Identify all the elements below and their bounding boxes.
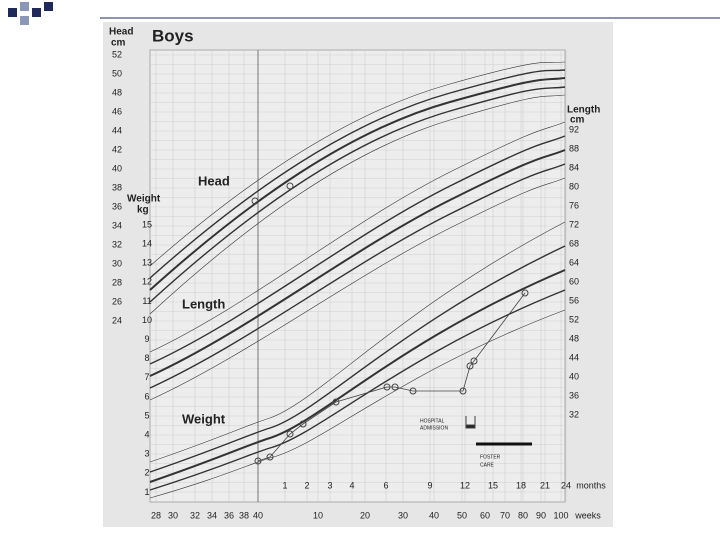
y-tick-label: 44: [112, 125, 122, 135]
y-tick-label: 8: [144, 353, 149, 363]
y-tick-label: 64: [569, 257, 579, 267]
annotation: FOSTER: [480, 454, 501, 460]
y-tick-label: 72: [569, 219, 579, 229]
x-tick-label: 12: [460, 480, 470, 490]
x-tick-label: 24: [561, 480, 571, 490]
y-tick-label: 4: [144, 429, 149, 439]
y-tick-label: 38: [112, 182, 122, 192]
annotation: HOSPITAL: [420, 418, 445, 424]
y-tick-label: 14: [142, 238, 152, 248]
y-tick-label: 24: [112, 315, 122, 325]
y-tick-label: 88: [569, 143, 579, 153]
y-tick-label: 2: [144, 468, 149, 478]
y-tick-label: 34: [112, 220, 122, 230]
annotation: CARE: [480, 462, 495, 468]
y-tick-label: 12: [142, 277, 152, 287]
y-tick-label: 15: [142, 219, 152, 229]
y-tick-label: 32: [112, 239, 122, 249]
x-tick-label: 3: [327, 480, 332, 490]
y-tick-label: 50: [112, 68, 122, 78]
y-tick-label: 52: [112, 49, 122, 59]
y-tick-label: 60: [569, 276, 579, 286]
y-tick-label: 84: [569, 162, 579, 172]
y-tick-label: 42: [112, 144, 122, 154]
annotation: ADMISSION: [420, 425, 448, 431]
y-tick-label: 28: [112, 277, 122, 287]
y-tick-label: 40: [112, 163, 122, 173]
curve-label: Weight: [182, 411, 226, 426]
x-tick-label: 30: [398, 510, 408, 520]
y-tick-label: 80: [569, 181, 579, 191]
y-tick-label: 76: [569, 200, 579, 210]
y-tick-label: 52: [569, 314, 579, 324]
y-tick-label: 48: [112, 87, 122, 97]
y-tick-label: 48: [569, 333, 579, 343]
y-tick-label: 6: [144, 391, 149, 401]
grid-area: [149, 49, 566, 503]
x-tick-label: 2: [304, 480, 309, 490]
x-tick-label: 28: [151, 510, 161, 520]
x-tick-label: 15: [488, 480, 498, 490]
labels: Boys Head Length Weight HOSPITAL ADMISSI…: [109, 26, 606, 520]
patient-record: [251, 182, 532, 465]
y-tick-label: 44: [569, 352, 579, 362]
y-tick-label: 13: [142, 258, 152, 268]
y-tick-label: 5: [144, 410, 149, 420]
x-tick-label: 36: [224, 510, 234, 520]
x-tick-label: 80: [518, 510, 528, 520]
y-tick-label: 36: [112, 201, 122, 211]
y-tick-label: 1: [144, 487, 149, 497]
x-tick-label: 20: [360, 510, 370, 520]
x-tick-label: 1: [282, 480, 287, 490]
x-tick-label: 90: [536, 510, 546, 520]
y-tick-label: 56: [569, 295, 579, 305]
axis-title: kg: [137, 205, 149, 216]
curve-label: Length: [182, 296, 225, 311]
y-tick-label: 46: [112, 106, 122, 116]
y-tick-label: 32: [569, 409, 579, 419]
x-tick-label: 60: [480, 510, 490, 520]
x-tick-label: 100: [553, 510, 568, 520]
y-tick-label: 9: [144, 334, 149, 344]
y-tick-label: 7: [144, 372, 149, 382]
y-tick-label: 30: [112, 258, 122, 268]
curves: [149, 61, 566, 499]
y-tick-label: 3: [144, 449, 149, 459]
axis-title: Head: [109, 27, 133, 38]
x-tick-label: 38: [239, 510, 249, 520]
axis-unit: weeks: [574, 510, 601, 520]
y-tick-label: 68: [569, 238, 579, 248]
axis-unit: months: [576, 480, 606, 490]
y-tick-label: 92: [569, 124, 579, 134]
y-tick-label: 26: [112, 296, 122, 306]
curve-label: Head: [198, 173, 230, 188]
chart-title: Boys: [152, 26, 194, 45]
x-tick-label: 34: [207, 510, 217, 520]
axis-title: cm: [111, 38, 126, 49]
x-tick-label: 40: [429, 510, 439, 520]
x-tick-label: 50: [457, 510, 467, 520]
x-tick-label: 40: [253, 510, 263, 520]
grid: [150, 50, 567, 502]
y-tick-label: 11: [142, 296, 151, 306]
x-tick-label: 21: [540, 480, 550, 490]
x-tick-label: 32: [190, 510, 200, 520]
axis-title: cm: [570, 115, 585, 126]
x-tick-label: 6: [383, 480, 388, 490]
y-tick-label: 40: [569, 371, 579, 381]
x-tick-label: 9: [427, 480, 432, 490]
axis-title: Weight: [127, 194, 161, 205]
x-tick-label: 10: [313, 510, 323, 520]
x-tick-label: 18: [516, 480, 526, 490]
x-tick-label: 30: [168, 510, 178, 520]
y-tick-label: 10: [142, 315, 152, 325]
y-tick-label: 36: [569, 390, 579, 400]
decoration: [8, 2, 720, 25]
x-tick-label: 70: [500, 510, 510, 520]
axis-title: Length: [567, 105, 600, 116]
x-tick-label: 4: [349, 480, 354, 490]
